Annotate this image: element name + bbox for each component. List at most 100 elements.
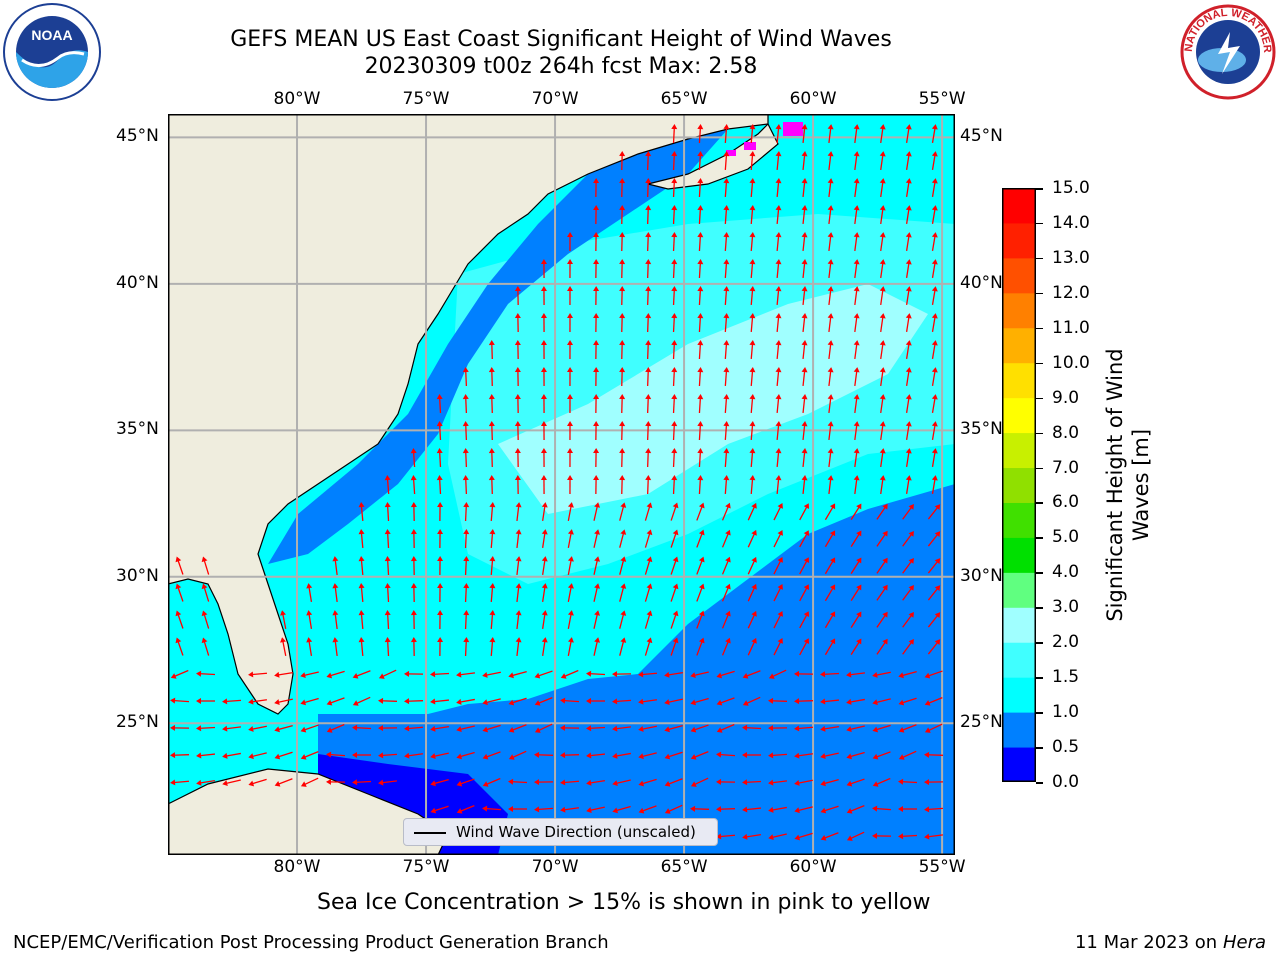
wave-direction-arrow <box>540 421 547 441</box>
wave-direction-arrow <box>462 367 469 387</box>
wave-direction-arrow <box>352 779 372 786</box>
wave-direction-arrow <box>768 725 788 732</box>
wave-direction-arrow <box>248 698 268 705</box>
wave-direction-arrow <box>799 584 810 602</box>
wave-direction-arrow <box>482 698 501 706</box>
wave-direction-arrow <box>410 448 417 468</box>
wave-direction-arrow <box>850 611 862 628</box>
wave-direction-arrow <box>723 394 730 414</box>
wave-direction-arrow <box>567 232 574 252</box>
wave-direction-arrow <box>801 124 808 144</box>
wave-direction-arrow <box>300 777 319 787</box>
wave-direction-arrow <box>462 475 469 495</box>
wave-direction-arrow <box>560 724 580 731</box>
wave-direction-arrow <box>690 777 709 787</box>
colorbar-tick-label: 9.0 <box>1052 387 1080 408</box>
wave-direction-arrow <box>670 529 679 548</box>
wave-direction-arrow <box>671 151 678 171</box>
wave-direction-arrow <box>690 671 709 679</box>
wave-direction-arrow <box>721 583 731 602</box>
colorbar-segment <box>1002 537 1036 573</box>
wave-direction-arrow <box>898 697 917 706</box>
wave-direction-arrow <box>853 286 860 306</box>
wave-direction-arrow <box>352 670 371 679</box>
colorbar-segment <box>1002 362 1036 399</box>
wave-direction-arrow <box>742 806 762 813</box>
wave-direction-arrow <box>482 671 501 678</box>
lon-tick-label-top: 75°W <box>402 89 450 109</box>
wave-direction-arrow <box>850 503 862 520</box>
wave-direction-arrow <box>872 777 891 787</box>
wave-direction-arrow <box>902 503 914 520</box>
wave-direction-arrow <box>404 752 424 759</box>
wave-direction-arrow <box>898 750 917 760</box>
wave-direction-arrow <box>619 448 626 468</box>
wave-direction-arrow <box>664 698 683 705</box>
wave-direction-arrow <box>586 670 606 677</box>
wave-direction-arrow <box>872 832 892 839</box>
wave-direction-arrow <box>801 394 808 414</box>
colorbar-tick-mark <box>1036 502 1043 504</box>
wave-direction-arrow <box>430 805 449 814</box>
wave-direction-arrow <box>898 724 917 733</box>
land-north-america <box>168 114 769 715</box>
wave-direction-arrow <box>853 124 860 144</box>
wave-direction-arrow <box>824 611 836 629</box>
lon-tick-label-bottom: 55°W <box>918 857 966 877</box>
wave-direction-arrow <box>827 394 834 414</box>
wave-direction-arrow <box>619 259 626 279</box>
wave-direction-arrow <box>670 610 679 629</box>
wave-direction-arrow <box>879 178 886 198</box>
lon-tick-label-bottom: 65°W <box>660 857 708 877</box>
wave-direction-arrow <box>696 556 705 575</box>
wave-direction-arrow <box>716 670 735 679</box>
wave-direction-arrow <box>742 670 761 679</box>
wave-direction-arrow <box>742 833 761 840</box>
wave-direction-arrow <box>456 671 476 678</box>
wave-direction-arrow <box>638 671 658 678</box>
wave-direction-arrow <box>773 503 783 521</box>
wave-direction-arrow <box>300 697 319 706</box>
wave-direction-arrow <box>541 610 548 629</box>
colorbar-tick-mark <box>1036 607 1043 609</box>
wave-direction-arrow <box>222 752 241 759</box>
wave-direction-arrow <box>489 502 496 522</box>
wave-direction-arrow <box>645 178 652 198</box>
wave-direction-arrow <box>931 367 938 386</box>
wave-direction-arrow <box>514 286 521 306</box>
wave-direction-arrow <box>593 232 600 252</box>
wave-direction-arrow <box>638 805 657 814</box>
wave-direction-arrow <box>567 313 574 333</box>
wave-direction-arrow <box>931 394 938 413</box>
wave-direction-arrow <box>489 556 496 576</box>
colorbar-tick-mark <box>1036 537 1043 539</box>
wave-direction-arrow <box>567 259 574 279</box>
wave-direction-arrow <box>593 313 600 333</box>
lon-tick-label-top: 70°W <box>531 89 579 109</box>
wave-direction-arrow <box>619 394 626 414</box>
wave-direction-arrow <box>905 205 912 224</box>
lat-tick-label-right: 30°N <box>960 565 1003 586</box>
wave-direction-arrow <box>670 502 679 521</box>
wave-direction-arrow <box>482 777 501 787</box>
wave-direction-arrow <box>593 286 600 306</box>
wave-direction-arrow <box>775 394 782 414</box>
wave-direction-arrow <box>768 752 788 759</box>
wave-direction-arrow <box>824 557 836 575</box>
colorbar-tick-label: 3.0 <box>1052 597 1080 618</box>
wave-direction-arrow <box>488 394 495 414</box>
wave-direction-arrow <box>196 698 215 704</box>
lat-tick-label-right: 45°N <box>960 126 1003 147</box>
wave-direction-arrow <box>876 557 888 574</box>
wave-direction-arrow <box>927 612 941 628</box>
wave-direction-arrow <box>436 475 443 495</box>
wave-direction-arrow <box>593 475 600 495</box>
wave-direction-arrow <box>514 394 521 414</box>
wave-direction-arrow <box>384 583 391 603</box>
wave-direction-arrow <box>696 637 705 656</box>
wave-direction-arrow <box>879 124 886 144</box>
wave-direction-arrow <box>196 725 216 732</box>
wave-direction-arrow <box>456 751 475 760</box>
map-legend: Wind Wave Direction (unscaled) <box>403 818 718 846</box>
wave-direction-arrow <box>773 557 783 575</box>
